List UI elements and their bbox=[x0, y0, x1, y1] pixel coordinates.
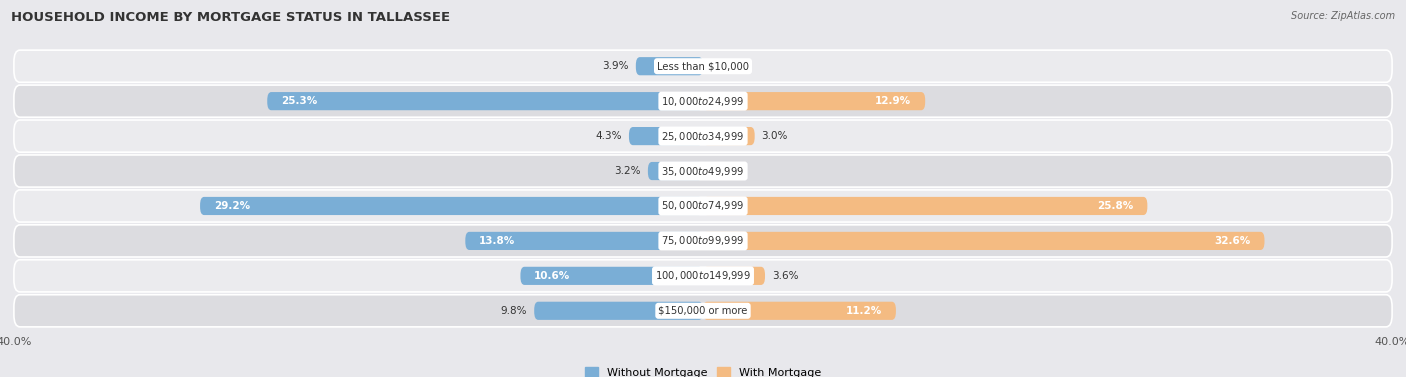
Text: 25.8%: 25.8% bbox=[1097, 201, 1133, 211]
Legend: Without Mortgage, With Mortgage: Without Mortgage, With Mortgage bbox=[585, 367, 821, 377]
FancyBboxPatch shape bbox=[703, 267, 765, 285]
Text: 11.2%: 11.2% bbox=[846, 306, 882, 316]
Text: 4.3%: 4.3% bbox=[596, 131, 621, 141]
FancyBboxPatch shape bbox=[703, 302, 896, 320]
FancyBboxPatch shape bbox=[14, 50, 1392, 82]
FancyBboxPatch shape bbox=[14, 120, 1392, 152]
Text: 13.8%: 13.8% bbox=[479, 236, 516, 246]
Text: 9.8%: 9.8% bbox=[501, 306, 527, 316]
Text: 3.9%: 3.9% bbox=[602, 61, 628, 71]
Text: 12.9%: 12.9% bbox=[876, 96, 911, 106]
FancyBboxPatch shape bbox=[703, 92, 925, 110]
Text: 0.0%: 0.0% bbox=[710, 61, 737, 71]
Text: $75,000 to $99,999: $75,000 to $99,999 bbox=[661, 234, 745, 247]
Text: $35,000 to $49,999: $35,000 to $49,999 bbox=[661, 164, 745, 178]
FancyBboxPatch shape bbox=[14, 190, 1392, 222]
FancyBboxPatch shape bbox=[200, 197, 703, 215]
Text: 10.6%: 10.6% bbox=[534, 271, 571, 281]
FancyBboxPatch shape bbox=[703, 197, 1147, 215]
FancyBboxPatch shape bbox=[648, 162, 703, 180]
FancyBboxPatch shape bbox=[465, 232, 703, 250]
FancyBboxPatch shape bbox=[14, 295, 1392, 327]
Text: 3.0%: 3.0% bbox=[762, 131, 787, 141]
Text: 32.6%: 32.6% bbox=[1215, 236, 1251, 246]
FancyBboxPatch shape bbox=[628, 127, 703, 145]
Text: $100,000 to $149,999: $100,000 to $149,999 bbox=[655, 269, 751, 282]
Text: 25.3%: 25.3% bbox=[281, 96, 318, 106]
Text: 3.2%: 3.2% bbox=[614, 166, 641, 176]
FancyBboxPatch shape bbox=[703, 232, 1264, 250]
FancyBboxPatch shape bbox=[14, 85, 1392, 117]
Text: $50,000 to $74,999: $50,000 to $74,999 bbox=[661, 199, 745, 213]
FancyBboxPatch shape bbox=[703, 127, 755, 145]
FancyBboxPatch shape bbox=[520, 267, 703, 285]
Text: $25,000 to $34,999: $25,000 to $34,999 bbox=[661, 130, 745, 143]
Text: $150,000 or more: $150,000 or more bbox=[658, 306, 748, 316]
FancyBboxPatch shape bbox=[267, 92, 703, 110]
Text: Source: ZipAtlas.com: Source: ZipAtlas.com bbox=[1291, 11, 1395, 21]
FancyBboxPatch shape bbox=[534, 302, 703, 320]
FancyBboxPatch shape bbox=[636, 57, 703, 75]
Text: 3.6%: 3.6% bbox=[772, 271, 799, 281]
FancyBboxPatch shape bbox=[14, 260, 1392, 292]
Text: 0.0%: 0.0% bbox=[710, 166, 737, 176]
Text: HOUSEHOLD INCOME BY MORTGAGE STATUS IN TALLASSEE: HOUSEHOLD INCOME BY MORTGAGE STATUS IN T… bbox=[11, 11, 450, 24]
Text: $10,000 to $24,999: $10,000 to $24,999 bbox=[661, 95, 745, 108]
FancyBboxPatch shape bbox=[14, 155, 1392, 187]
Text: Less than $10,000: Less than $10,000 bbox=[657, 61, 749, 71]
FancyBboxPatch shape bbox=[14, 225, 1392, 257]
Text: 29.2%: 29.2% bbox=[214, 201, 250, 211]
